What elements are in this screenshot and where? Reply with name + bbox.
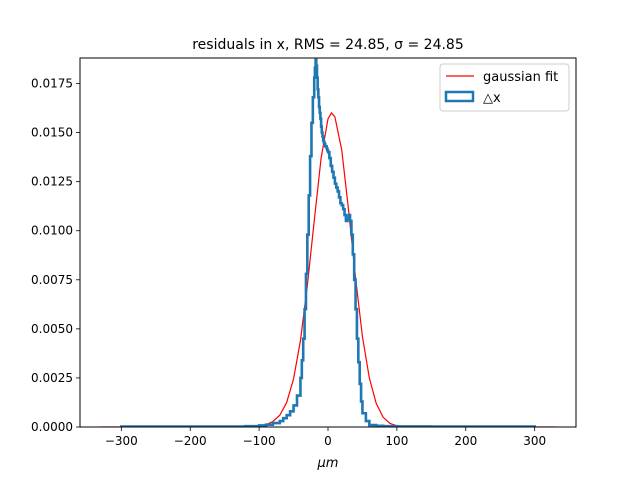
x-axis-label: μm <box>317 456 339 471</box>
y-tick-label: 0.0125 <box>31 175 73 189</box>
x-axis: −300 −200 −100 0 100 200 300 <box>105 427 546 448</box>
x-tick-label: −200 <box>174 434 207 448</box>
legend-marker-delta-x <box>444 90 475 103</box>
x-tick-label: 100 <box>385 434 408 448</box>
x-tick-label: −300 <box>105 434 138 448</box>
y-axis: 0.0000 0.0025 0.0050 0.0075 0.0100 0.0125 0.01… <box>31 77 80 434</box>
series-delta-x-histogram <box>120 58 536 427</box>
y-tick-label: 0.0000 <box>31 420 73 434</box>
x-tick-label: 200 <box>454 434 477 448</box>
y-tick-label: 0.0175 <box>31 77 73 91</box>
x-tick-label: 0 <box>324 434 332 448</box>
y-tick-label: 0.0050 <box>31 322 73 336</box>
legend-label-gaussian-fit: gaussian fit <box>483 70 558 85</box>
y-tick-label: 0.0150 <box>31 126 73 140</box>
plot-area <box>100 58 556 427</box>
x-tick-label: −100 <box>243 434 276 448</box>
legend: gaussian fit △x <box>439 63 570 112</box>
legend-label-delta-x: △x <box>483 91 501 106</box>
y-tick-label: 0.0025 <box>31 371 73 385</box>
y-tick-label: 0.0075 <box>31 273 73 287</box>
chart-title: residuals in x, RMS = 24.85, σ = 24.85 <box>192 37 464 53</box>
x-tick-label: 300 <box>523 434 546 448</box>
series-gaussian-fit-line <box>100 111 556 427</box>
y-tick-label: 0.0100 <box>31 224 73 238</box>
axes-frame <box>79 57 577 428</box>
